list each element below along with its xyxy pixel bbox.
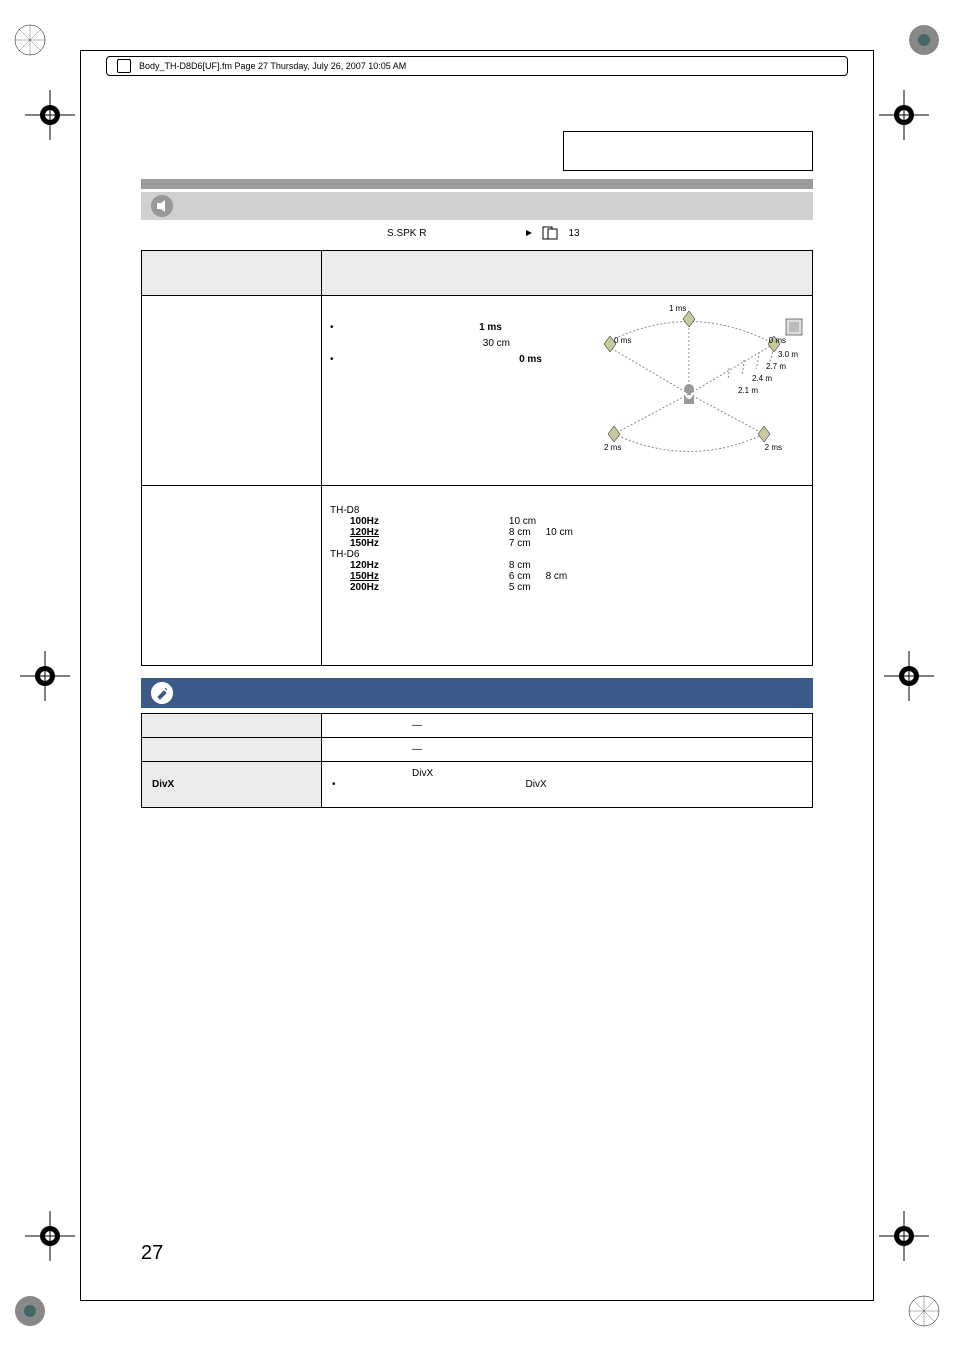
diagram-center-top: 1 ms: [669, 304, 686, 313]
intro-text: S.SPK R 13: [141, 220, 813, 250]
diagram-bottom-right: 2 ms: [765, 443, 782, 452]
top-navigation-box: [563, 131, 813, 171]
separator-bar: [141, 179, 813, 189]
crop-mark-icon: [879, 90, 929, 140]
dash-value: —: [412, 744, 422, 755]
freq-value: 150Hz: [350, 538, 379, 549]
table-header-row: [142, 251, 813, 296]
size-value: 7 cm: [509, 538, 531, 549]
speaker-section-header: [141, 192, 813, 220]
table-row: —: [142, 738, 813, 762]
diagram-bottom-left: 2 ms: [604, 443, 621, 452]
others-row1-value: —: [322, 714, 813, 738]
diagram-r1: 3.0 m: [778, 350, 798, 359]
crop-mark-icon: [884, 651, 934, 701]
size-value: 8 cm: [546, 571, 568, 582]
divx-content-cell: DivX • DivX: [322, 762, 813, 808]
fan-decoration-icon: [10, 20, 50, 60]
tools-icon: [151, 682, 173, 704]
spk-r-label: S.SPK R: [387, 228, 426, 239]
crop-mark-icon: [25, 1211, 75, 1261]
divx-text: DivX: [152, 779, 174, 790]
delay-value-2: 0 ms: [519, 354, 542, 365]
freq-value: 150Hz: [350, 571, 379, 582]
page-icon: [542, 226, 562, 240]
speaker-settings-icon: [151, 195, 173, 217]
others-row2-value: —: [322, 738, 813, 762]
speaker-layout-diagram: 1 ms 0 ms 0 ms 3.0 m 2.7 m 2.4 m 2.1 m 2…: [574, 304, 804, 464]
diagram-r3: 2.4 m: [752, 374, 772, 383]
size-value: 10 cm: [546, 527, 573, 538]
crop-mark-icon: [879, 1211, 929, 1261]
crop-mark-icon: [25, 90, 75, 140]
others-row1-label: [142, 714, 322, 738]
delay-label-cell: [142, 296, 322, 486]
hand-pointer-icon: [518, 227, 536, 239]
divx-text-2: DivX: [526, 779, 547, 790]
fan-decoration-icon: [904, 1291, 944, 1331]
page-ref-number: 13: [568, 228, 579, 239]
page-content: S.SPK R 13 • 1 ms: [81, 51, 873, 838]
document-icon: [117, 59, 131, 73]
settings-table: • 1 ms 30 cm • 0 ms: [141, 250, 813, 666]
page-frame: Body_TH-D8D6[UF].fm Page 27 Thursday, Ju…: [80, 50, 874, 1301]
freq-value: 200Hz: [350, 582, 379, 593]
delay-row: • 1 ms 30 cm • 0 ms: [142, 296, 813, 486]
crossover-label-cell: [142, 486, 322, 666]
bullet: •: [332, 779, 336, 790]
size-value: 6 cm: [509, 571, 531, 582]
table-row: DivX DivX • DivX: [142, 762, 813, 808]
others-row2-label: [142, 738, 322, 762]
bullet: •: [330, 354, 334, 365]
crop-mark-icon: [20, 651, 70, 701]
diagram-r4: 2.1 m: [738, 386, 758, 395]
delay-value-1: 1 ms: [479, 322, 502, 333]
divx-text-1: DivX: [412, 768, 433, 779]
freq-value: 100Hz: [350, 516, 379, 527]
freq-value: 120Hz: [350, 560, 379, 571]
size-value: 8 cm: [509, 560, 531, 571]
divx-label: DivX: [142, 762, 322, 808]
file-info-text: Body_TH-D8D6[UF].fm Page 27 Thursday, Ju…: [139, 61, 406, 71]
diagram-right-top: 0 ms: [769, 336, 786, 345]
fan-decoration-icon: [904, 20, 944, 60]
table-row: —: [142, 714, 813, 738]
freq-value: 120Hz: [350, 527, 379, 538]
table-header-right: [322, 251, 813, 296]
size-value: 5 cm: [509, 582, 531, 593]
crossover-content-cell: TH-D8 100Hz10 cm 120Hz8 cm10 cm 150Hz7 c…: [322, 486, 813, 666]
document-header: Body_TH-D8D6[UF].fm Page 27 Thursday, Ju…: [106, 56, 848, 76]
page-number: 27: [141, 1242, 163, 1265]
size-value: 8 cm: [509, 527, 531, 538]
delay-text-block: • 1 ms 30 cm • 0 ms: [330, 304, 559, 464]
dash-value: —: [412, 720, 422, 731]
fan-decoration-icon: [10, 1291, 50, 1331]
size-value: 10 cm: [509, 516, 536, 527]
crossover-row: TH-D8 100Hz10 cm 120Hz8 cm10 cm 150Hz7 c…: [142, 486, 813, 666]
diagram-left-top: 0 ms: [614, 336, 631, 345]
others-section-header: [141, 678, 813, 708]
delay-unit: 30 cm: [483, 338, 510, 349]
model-label: TH-D6: [330, 549, 359, 560]
diagram-r2: 2.7 m: [766, 362, 786, 371]
others-table: — — DivX DivX • DivX: [141, 713, 813, 808]
table-header-left: [142, 251, 322, 296]
model-label: TH-D8: [330, 505, 359, 516]
delay-content-cell: • 1 ms 30 cm • 0 ms: [322, 296, 813, 486]
bullet: •: [330, 322, 334, 333]
